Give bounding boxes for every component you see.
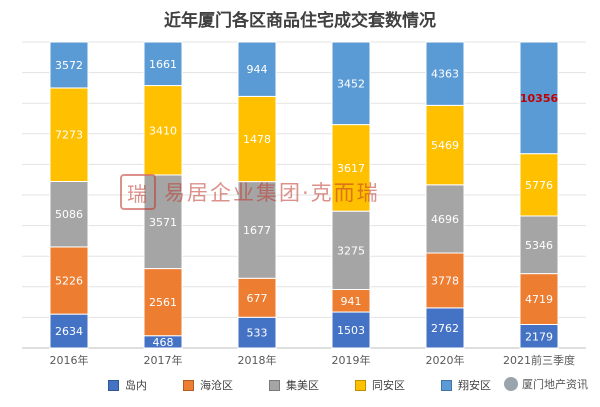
data-label: 4363 — [431, 68, 459, 81]
watermark-logo: 瑞 — [120, 174, 156, 210]
bar-segment — [143, 174, 183, 270]
bar-segment — [425, 252, 465, 309]
bar-segment — [519, 273, 559, 326]
watermark: 瑞 易居企业集团·克而瑞 — [120, 174, 380, 210]
legend-swatch — [441, 379, 452, 391]
x-tick-label: 2017年 — [144, 353, 183, 367]
legend-swatch — [355, 379, 366, 391]
data-label: 3572 — [55, 59, 83, 72]
data-label: 1661 — [149, 58, 177, 71]
data-label: 1503 — [337, 324, 365, 337]
bar-segment — [143, 85, 183, 176]
legend-label: 翔安区 — [458, 379, 491, 392]
x-tick-label: 2018年 — [238, 353, 277, 367]
bar-segment — [49, 41, 89, 89]
legend-swatch — [269, 379, 280, 391]
legend-swatch — [183, 379, 194, 391]
bar-segment — [331, 210, 371, 291]
legend-item: 岛内 — [108, 377, 147, 393]
data-label: 5346 — [525, 239, 553, 252]
bar-segment — [519, 153, 559, 217]
bar-segment — [425, 104, 465, 186]
credit-text: 厦门地产资讯 — [522, 378, 588, 391]
data-label: 7273 — [55, 129, 83, 142]
x-tick-label: 2020年 — [426, 353, 465, 367]
legend-item: 同安区 — [355, 377, 405, 393]
data-label: 533 — [247, 327, 268, 340]
data-label: 1478 — [243, 133, 271, 146]
bar-segment — [237, 277, 277, 318]
bar-segment — [331, 41, 371, 126]
legend-swatch — [108, 379, 119, 391]
data-label: 1677 — [243, 224, 271, 237]
data-label: 3410 — [149, 124, 177, 137]
legend-item: 集美区 — [269, 377, 319, 393]
data-label: 3778 — [431, 274, 459, 287]
data-label: 2561 — [149, 296, 177, 309]
data-label: 4719 — [525, 293, 553, 306]
data-label: 944 — [247, 63, 268, 76]
x-tick-label: 2021前三季度 — [503, 353, 575, 367]
data-label: 5469 — [431, 139, 459, 152]
data-label: 2634 — [55, 325, 83, 338]
credit: 厦门地产资讯 — [504, 376, 588, 392]
data-label: 5776 — [525, 179, 553, 192]
legend-label: 海沧区 — [200, 379, 233, 392]
data-label: 3275 — [337, 244, 365, 257]
bar-segment — [519, 215, 559, 275]
bar-segment — [331, 124, 371, 212]
data-label: 5086 — [55, 208, 83, 221]
legend-item: 海沧区 — [183, 377, 233, 393]
data-label: 468 — [153, 336, 174, 349]
bar-segment — [331, 311, 371, 349]
bar-segment — [237, 41, 277, 97]
data-label: 3617 — [337, 162, 365, 175]
bar-segment — [519, 41, 559, 155]
data-label: 3452 — [337, 77, 365, 90]
data-label: 10356 — [520, 92, 559, 105]
bar-segment — [425, 184, 465, 254]
data-label: 941 — [341, 295, 362, 308]
bar-segment — [425, 41, 465, 106]
x-tick-label: 2016年 — [50, 353, 89, 367]
bar-segment — [143, 41, 183, 87]
x-tick-label: 2019年 — [332, 353, 371, 367]
chart-title: 近年厦门各区商品住宅成交套数情况 — [164, 11, 436, 31]
legend-item: 翔安区 — [441, 377, 491, 393]
bar-segment — [237, 316, 277, 349]
data-label: 4696 — [431, 213, 459, 226]
legend-label: 同安区 — [372, 379, 405, 392]
data-label: 677 — [247, 292, 268, 305]
data-label: 5226 — [55, 275, 83, 288]
wechat-icon — [504, 377, 518, 391]
watermark-text: 易居企业集团·克而瑞 — [164, 181, 380, 205]
bar-segment — [143, 268, 183, 337]
data-label: 2179 — [525, 330, 553, 343]
legend-label: 集美区 — [286, 379, 319, 392]
data-label: 2762 — [431, 322, 459, 335]
legend: 岛内 海沧区 集美区 同安区 翔安区 — [108, 376, 491, 394]
legend-label: 岛内 — [125, 379, 147, 392]
data-label: 3571 — [149, 216, 177, 229]
